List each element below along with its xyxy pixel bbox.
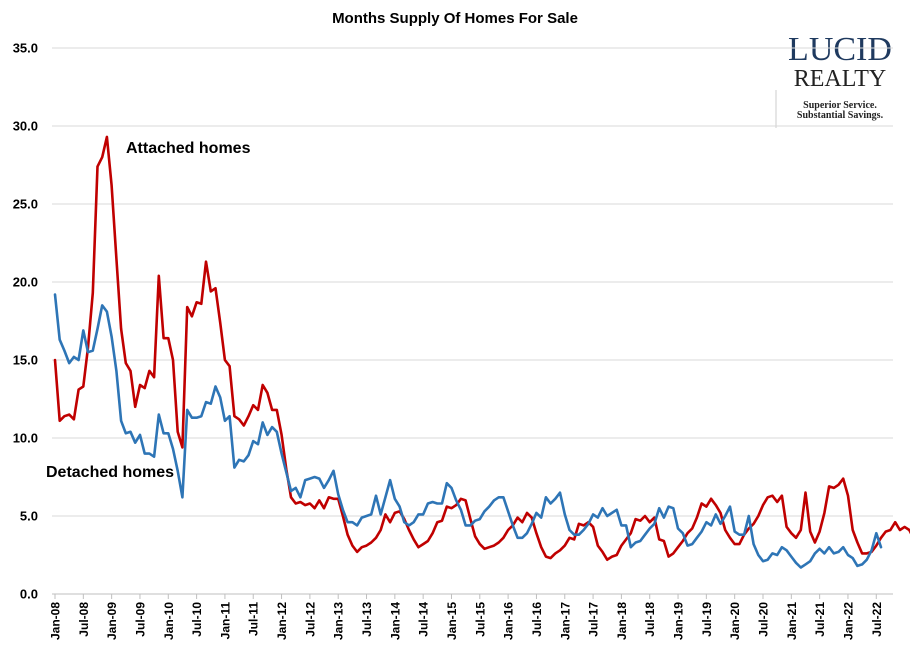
x-tick-label: Jul-16 — [530, 602, 544, 637]
x-tick-label: Jan-20 — [728, 602, 742, 640]
x-tick-label: Jul-13 — [360, 602, 374, 637]
y-tick-label: 0.0 — [20, 587, 38, 602]
x-tick-label: Jul-19 — [700, 602, 714, 637]
y-tick-label: 10.0 — [13, 431, 38, 446]
x-tick-label: Jan-13 — [332, 602, 346, 640]
x-tick-label: Jul-09 — [133, 602, 147, 637]
x-tick-label: Jul-22 — [870, 602, 884, 637]
x-tick-label: Jan-22 — [841, 602, 855, 640]
y-tick-label: 35.0 — [13, 41, 38, 56]
gridlines — [52, 47, 893, 595]
y-axis-ticks: 0.0 5.0 10.0 15.0 20.0 25.0 30.0 35.0 — [13, 41, 38, 602]
logo-line1: LUCID — [788, 31, 892, 68]
x-tick-label: Jul-18 — [643, 602, 657, 637]
logo-tagline1: Superior Service. — [803, 100, 877, 111]
logo-line2: REALTY — [794, 66, 886, 92]
x-tick-label: Jan-08 — [49, 602, 63, 640]
y-tick-label: 25.0 — [13, 197, 38, 212]
x-tick-label: Jul-21 — [813, 602, 827, 637]
x-tick-label: Jan-14 — [388, 602, 402, 640]
x-tick-label: Jul-10 — [190, 602, 204, 637]
y-tick-label: 30.0 — [13, 119, 38, 134]
logo: LUCID REALTY Superior Service. Substanti… — [775, 31, 892, 128]
annotation-detached: Detached homes — [46, 464, 174, 481]
x-tick-label: Jul-08 — [77, 602, 91, 637]
x-axis-ticks: Jan-08 Jul-08 Jan-09 Jul-09 Jan-10 Jul-10 Jan-… — [49, 594, 884, 640]
x-tick-label: Jul-20 — [757, 602, 771, 637]
logo-tagline2: Substantial Savings. — [797, 110, 884, 121]
x-tick-label: Jan-09 — [105, 602, 119, 640]
x-tick-label: Jan-19 — [672, 602, 686, 640]
x-tick-label: Jan-15 — [445, 602, 459, 640]
x-tick-label: Jul-12 — [303, 602, 317, 637]
annotation-attached: Attached homes — [126, 140, 251, 157]
series-line-detached — [53, 293, 883, 569]
x-tick-label: Jan-10 — [162, 602, 176, 640]
x-tick-label: Jan-21 — [785, 602, 799, 640]
x-tick-label: Jan-11 — [218, 602, 232, 640]
series-line-attached — [53, 135, 910, 562]
x-tick-label: Jan-17 — [558, 602, 572, 640]
x-tick-label: Jan-16 — [502, 602, 516, 640]
x-tick-label: Jul-11 — [247, 602, 261, 636]
y-tick-label: 20.0 — [13, 275, 38, 290]
x-tick-label: Jul-17 — [587, 602, 601, 637]
x-tick-label: Jul-14 — [417, 602, 431, 637]
chart-title: Months Supply Of Homes For Sale — [332, 10, 578, 27]
y-tick-label: 15.0 — [13, 353, 38, 368]
series-lines — [53, 135, 910, 569]
x-tick-label: Jan-12 — [275, 602, 289, 640]
x-tick-label: Jan-18 — [615, 602, 629, 640]
x-tick-label: Jul-15 — [473, 602, 487, 637]
y-tick-label: 5.0 — [20, 509, 38, 524]
